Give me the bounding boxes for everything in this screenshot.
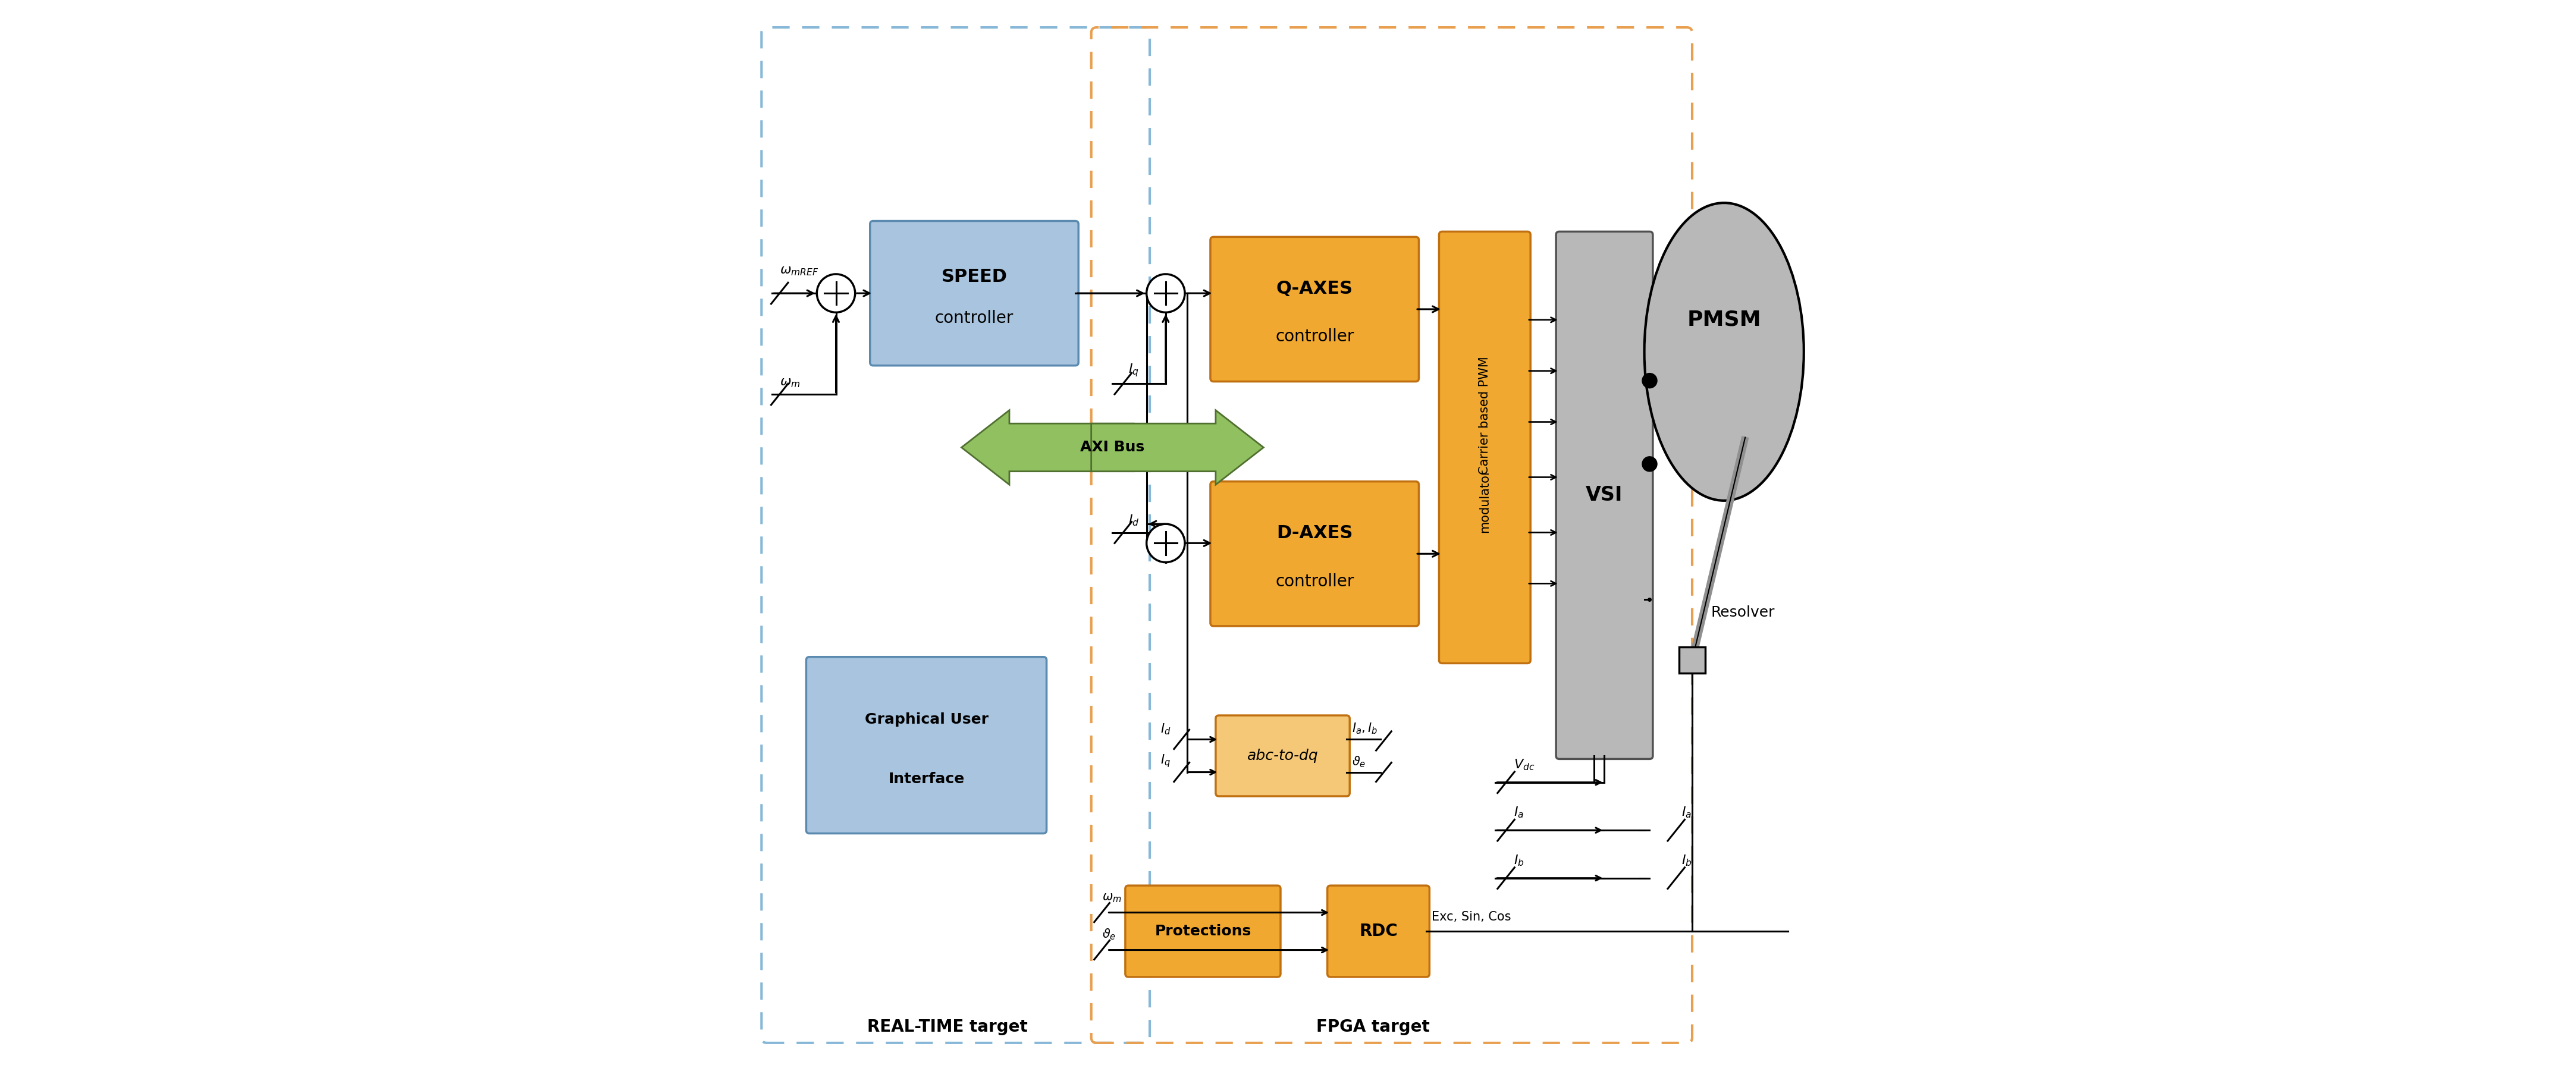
FancyBboxPatch shape <box>1216 716 1350 797</box>
FancyBboxPatch shape <box>1211 481 1419 626</box>
Text: controller: controller <box>935 310 1012 327</box>
FancyBboxPatch shape <box>1440 231 1530 663</box>
FancyBboxPatch shape <box>1556 231 1654 759</box>
Text: $I_q$: $I_q$ <box>1159 753 1170 769</box>
Text: modulator: modulator <box>1479 469 1492 532</box>
Text: $\vartheta_e$: $\vartheta_e$ <box>1103 928 1115 941</box>
Text: $\omega_m$: $\omega_m$ <box>1103 892 1121 904</box>
Circle shape <box>817 274 855 312</box>
Text: PMSM: PMSM <box>1687 310 1762 330</box>
Text: Carrier based PWM: Carrier based PWM <box>1479 357 1492 475</box>
Text: $I_b$: $I_b$ <box>1515 853 1525 868</box>
Text: RDC: RDC <box>1360 923 1399 939</box>
Text: D-AXES: D-AXES <box>1278 524 1352 542</box>
FancyBboxPatch shape <box>1211 236 1419 381</box>
Text: Resolver: Resolver <box>1710 605 1775 620</box>
Text: $I_q$: $I_q$ <box>1128 362 1139 378</box>
Text: SPEED: SPEED <box>940 268 1007 285</box>
Text: REAL-TIME target: REAL-TIME target <box>868 1018 1028 1035</box>
Text: $I_a$: $I_a$ <box>1682 805 1692 820</box>
Text: $I_a, I_b$: $I_a, I_b$ <box>1352 722 1378 736</box>
Text: Interface: Interface <box>889 772 963 786</box>
Circle shape <box>1641 373 1656 388</box>
FancyBboxPatch shape <box>1126 885 1280 977</box>
Text: Protections: Protections <box>1154 924 1252 938</box>
Text: FPGA target: FPGA target <box>1316 1018 1430 1035</box>
Text: Exc, Sin, Cos: Exc, Sin, Cos <box>1432 911 1512 922</box>
Text: $\vartheta_e$: $\vartheta_e$ <box>1352 755 1365 769</box>
FancyBboxPatch shape <box>871 220 1079 365</box>
Text: $I_d$: $I_d$ <box>1128 513 1139 527</box>
Text: Q-AXES: Q-AXES <box>1275 280 1352 297</box>
Text: $I_d$: $I_d$ <box>1159 722 1170 736</box>
Text: VSI: VSI <box>1587 486 1623 505</box>
FancyBboxPatch shape <box>806 657 1046 834</box>
Text: $V_{dc}$: $V_{dc}$ <box>1515 757 1535 772</box>
Text: AXI Bus: AXI Bus <box>1079 440 1144 455</box>
Text: Graphical User: Graphical User <box>866 712 989 726</box>
Text: $\omega_{mREF}$: $\omega_{mREF}$ <box>781 265 819 277</box>
Bar <box>1680 646 1705 673</box>
FancyArrow shape <box>961 410 1133 485</box>
Text: controller: controller <box>1275 573 1355 590</box>
Text: controller: controller <box>1275 328 1355 345</box>
Text: $I_a$: $I_a$ <box>1515 805 1522 820</box>
Text: $\omega_m$: $\omega_m$ <box>781 377 801 389</box>
FancyArrow shape <box>1092 410 1265 485</box>
Circle shape <box>1146 524 1185 562</box>
FancyBboxPatch shape <box>1327 885 1430 977</box>
Ellipse shape <box>1643 202 1803 501</box>
Circle shape <box>1641 457 1656 472</box>
Text: $I_b$: $I_b$ <box>1682 853 1692 868</box>
Circle shape <box>1146 274 1185 312</box>
Text: abc-to-dq: abc-to-dq <box>1247 749 1319 763</box>
